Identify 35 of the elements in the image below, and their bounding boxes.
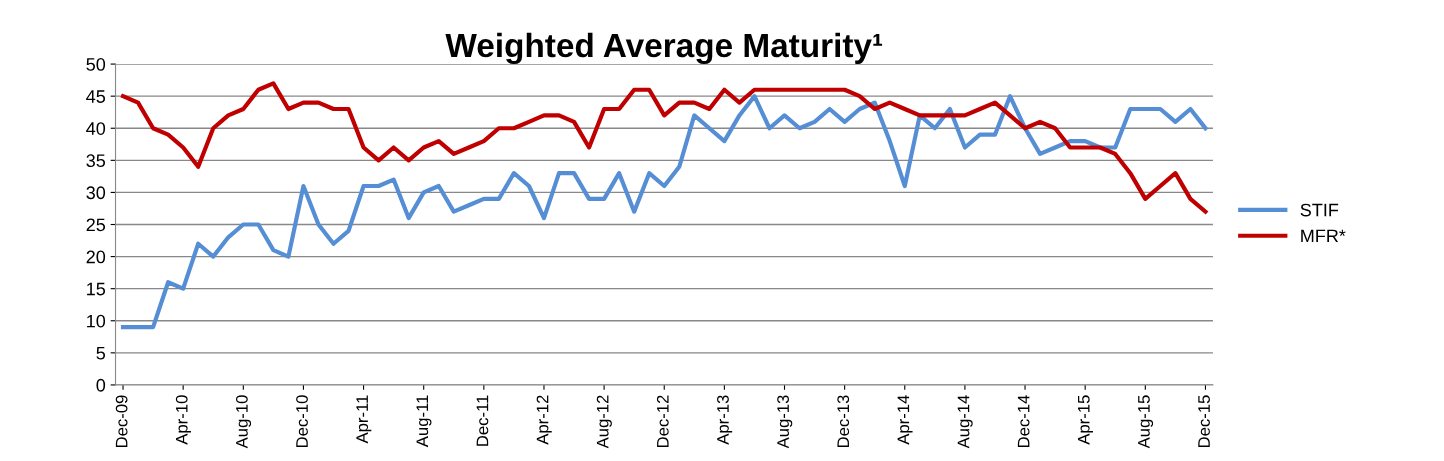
x-tick-label: Dec-13 (837, 395, 850, 448)
y-tick-label: 0 (96, 378, 106, 392)
x-tick-label: Aug-15 (1138, 395, 1154, 449)
x-tick-label: Aug-10 (235, 395, 252, 449)
x-tick-label: Dec-10 (296, 395, 308, 448)
x-tick-label: Dec-12 (656, 395, 669, 448)
x-tick-label: Apr-15 (1078, 395, 1093, 445)
x-tick-label: Apr-12 (536, 395, 552, 445)
x-tick-label: Apr-14 (897, 395, 913, 445)
x-tick-label: Aug-14 (957, 395, 973, 449)
line-series (120, 81, 1208, 214)
x-tick-label: Dec-14 (1017, 395, 1030, 448)
y-tick-label: 45 (86, 90, 106, 103)
y-tick-label: 25 (86, 218, 106, 232)
x-tick-label: Dec-15 (1198, 395, 1210, 448)
legend-label: MFR* (1301, 229, 1346, 243)
x-tick-label: Apr-11 (356, 395, 372, 444)
y-tick-label: 10 (87, 314, 106, 328)
y-tick-label: 20 (86, 250, 106, 264)
y-tick-label: 50 (86, 58, 106, 71)
x-tick-label: Apr-13 (717, 395, 733, 445)
x-tick-label: Dec-11 (476, 395, 489, 446)
legend-label: STIF (1300, 203, 1339, 217)
x-tick-label: Aug-11 (416, 395, 432, 448)
y-tick-label: 35 (86, 154, 106, 168)
line-series (120, 94, 1208, 330)
x-tick-label: Dec-09 (115, 395, 128, 448)
y-tick-label: 40 (86, 122, 106, 135)
y-tick-label: 30 (86, 186, 106, 200)
x-tick-label: Apr-10 (175, 395, 191, 445)
chart-title: Weighted Average Maturity¹ (445, 32, 883, 65)
y-tick-label: 15 (87, 282, 106, 296)
x-tick-label: Aug-13 (777, 395, 793, 449)
x-tick-label: Aug-12 (596, 395, 612, 449)
y-tick-label: 5 (96, 346, 106, 360)
